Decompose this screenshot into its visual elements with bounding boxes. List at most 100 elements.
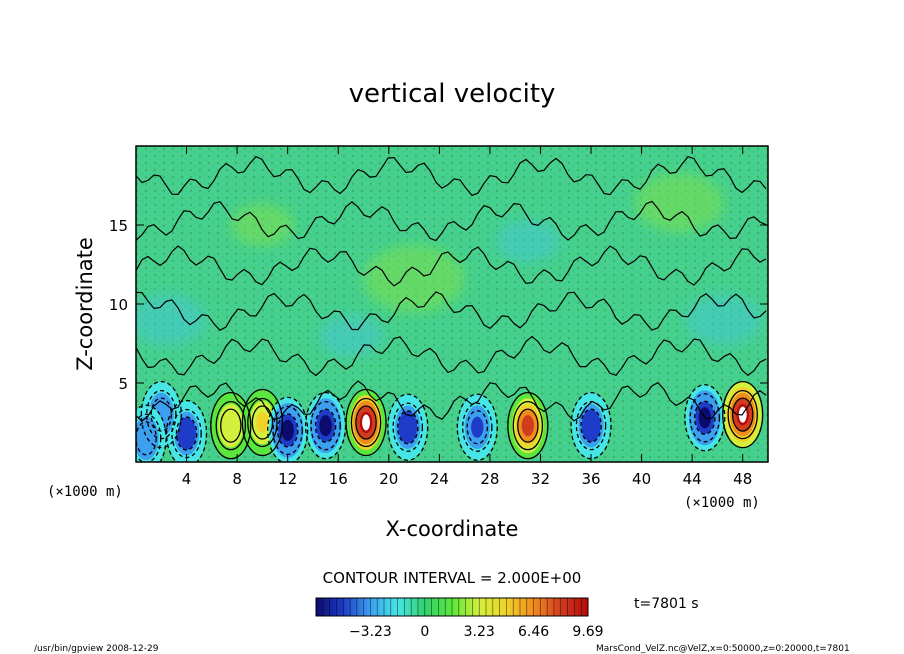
y-tick-label: 15 — [109, 217, 128, 235]
contour-line — [689, 393, 721, 443]
cell-peak — [362, 414, 371, 431]
contour-line — [175, 416, 198, 451]
downdraft-ring — [281, 419, 294, 441]
x-tick-label: 48 — [733, 470, 752, 488]
downdraft-cell — [268, 397, 307, 462]
y-tick-label: 5 — [118, 375, 128, 393]
colorbar-divisions — [322, 598, 582, 616]
footer-left: /usr/bin/gpview 2008-12-29 — [34, 644, 159, 654]
contour-line — [387, 393, 429, 461]
contour-line — [150, 397, 173, 432]
x-tick-label: 8 — [232, 470, 242, 488]
x-tick-label: 44 — [683, 470, 702, 488]
contour-line — [392, 402, 424, 452]
updraft-cell — [347, 389, 386, 456]
contour-line — [722, 380, 764, 449]
contour-line — [276, 413, 299, 448]
contour-lines — [136, 155, 767, 462]
field-patch — [496, 219, 560, 262]
contour-line — [304, 392, 347, 460]
downdraft-ring — [401, 416, 414, 438]
contour-line — [267, 396, 309, 462]
colorbar-tick-label: 6.46 — [518, 624, 549, 640]
x-units-left: (×1000 m) — [47, 484, 123, 500]
contour-line — [251, 405, 274, 440]
y-tick-label: 10 — [109, 296, 128, 314]
y-axis: 5 10 15 — [109, 217, 768, 393]
updraft-ring — [256, 411, 269, 434]
contour-line — [136, 245, 767, 287]
field-patch — [635, 173, 724, 233]
contour-line — [310, 401, 341, 451]
x-tick-label: 12 — [278, 470, 297, 488]
colorbar-tick-label: 9.69 — [572, 624, 603, 640]
x-tick-label: 28 — [480, 470, 499, 488]
contour-line — [397, 410, 419, 445]
x-tick-label: 32 — [531, 470, 550, 488]
contour-line — [314, 408, 337, 443]
contour-interval-label: CONTOUR INTERVAL = 2.000E+00 — [323, 569, 582, 587]
downdraft-ring — [180, 422, 193, 445]
time-label: t=7801 s — [634, 596, 699, 612]
colorbar-tick-label: 0 — [420, 624, 429, 640]
updraft-ring — [521, 415, 535, 437]
y-axis-label: Z-coordinate — [73, 237, 97, 371]
updraft-ring — [224, 415, 237, 437]
chart-title: vertical velocity — [349, 79, 556, 109]
contour-line — [456, 393, 498, 461]
contour-line — [727, 389, 758, 440]
colorbar: −3.23 0 3.23 6.46 9.69 — [315, 597, 604, 640]
contour-line — [517, 408, 539, 443]
x-axis-label: X-coordinate — [386, 517, 519, 541]
x-tick-label: 20 — [379, 470, 398, 488]
contour-line — [210, 392, 252, 460]
downdraft-ring — [139, 427, 153, 449]
downdraft-ring — [584, 415, 598, 437]
downdraft-cell — [458, 394, 497, 461]
downdraft-ring — [471, 416, 484, 438]
contour-line — [512, 401, 544, 451]
contour-line — [684, 384, 726, 452]
x-tick-label: 4 — [182, 470, 192, 488]
field-patch — [363, 245, 465, 313]
contour-line — [136, 291, 767, 331]
contour-line — [507, 392, 549, 460]
contour-line — [220, 408, 242, 443]
contour-line — [580, 408, 602, 443]
contour-line — [694, 400, 716, 435]
field-patch — [230, 204, 294, 246]
contour-line — [136, 404, 167, 462]
contour-line — [355, 405, 377, 440]
contour-line — [136, 380, 767, 422]
field-patch — [685, 294, 762, 345]
x-units-right: (×1000 m) — [684, 495, 760, 511]
footer-right: MarsCond_VelZ.nc@VelZ,x=0:50000,z=0:2000… — [596, 644, 850, 654]
contour-line — [731, 397, 754, 432]
colorbar-tick-label: 3.23 — [464, 624, 495, 640]
contour-line — [165, 399, 208, 462]
downdraft-cell — [306, 392, 345, 459]
contour-line — [462, 402, 493, 452]
updraft-cell — [508, 392, 547, 459]
contour-line — [136, 200, 767, 242]
contour-line — [136, 335, 767, 377]
contour-line — [140, 380, 182, 449]
contour-line — [466, 410, 489, 445]
downdraft-ring — [319, 415, 332, 437]
plot-area — [135, 145, 769, 463]
downdraft-cell — [388, 394, 427, 461]
x-tick-label: 36 — [581, 470, 600, 488]
contour-line — [136, 413, 162, 462]
velocity-field — [136, 146, 768, 462]
colorbar-ticks: −3.23 0 3.23 6.46 9.69 — [349, 624, 604, 640]
downdraft-cell — [572, 392, 611, 459]
updraft-cell — [211, 392, 250, 459]
field-patch — [136, 294, 206, 345]
contour-line — [350, 397, 382, 448]
contour-line — [247, 397, 278, 448]
x-tick-label: 40 — [632, 470, 651, 488]
contour-line — [136, 155, 767, 197]
colorbar-tick-label: −3.23 — [349, 624, 392, 640]
contour-line — [241, 388, 284, 457]
